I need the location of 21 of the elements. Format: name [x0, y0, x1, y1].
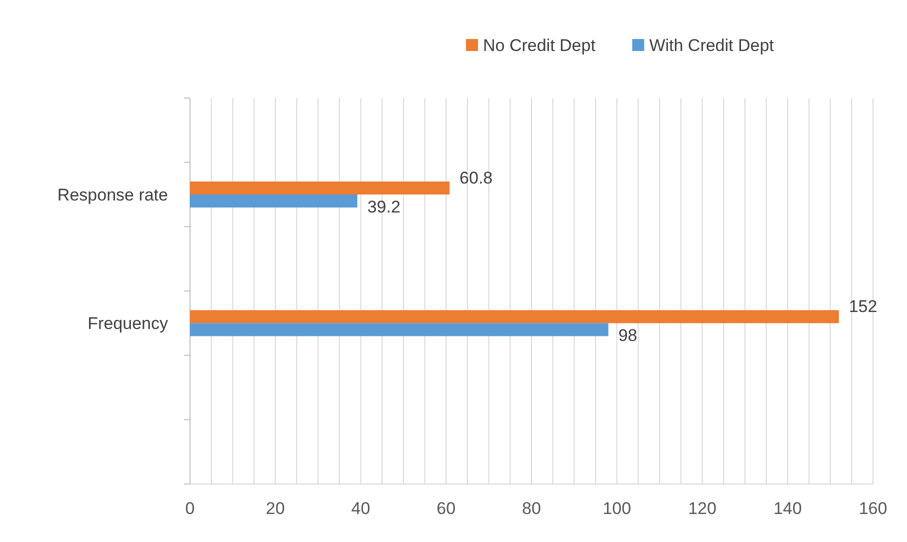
x-tick-label: 140 — [773, 499, 802, 518]
x-tick-label: 100 — [602, 499, 632, 518]
data-label: 60.8 — [460, 168, 493, 188]
y-tick-label: Frequency — [88, 314, 168, 334]
legend-label: With Credit Dept — [649, 36, 774, 55]
bar — [190, 182, 450, 194]
x-tick-label: 60 — [436, 499, 456, 518]
y-tick-label: Response rate — [57, 186, 168, 204]
x-tick-label: 160 — [858, 499, 888, 518]
bar — [190, 310, 839, 324]
x-tick-label: 120 — [688, 499, 716, 518]
x-tick-label: 0 — [185, 499, 195, 518]
x-tick-label: 40 — [351, 499, 370, 518]
bar — [190, 194, 358, 208]
data-label: 98 — [618, 326, 638, 346]
data-label: 152 — [848, 297, 878, 316]
x-tick-label: 80 — [522, 499, 541, 518]
data-label: 39.2 — [367, 198, 400, 216]
bar — [190, 323, 608, 336]
legend-label: No Credit Dept — [483, 36, 596, 55]
x-tick-label: 20 — [266, 499, 285, 518]
